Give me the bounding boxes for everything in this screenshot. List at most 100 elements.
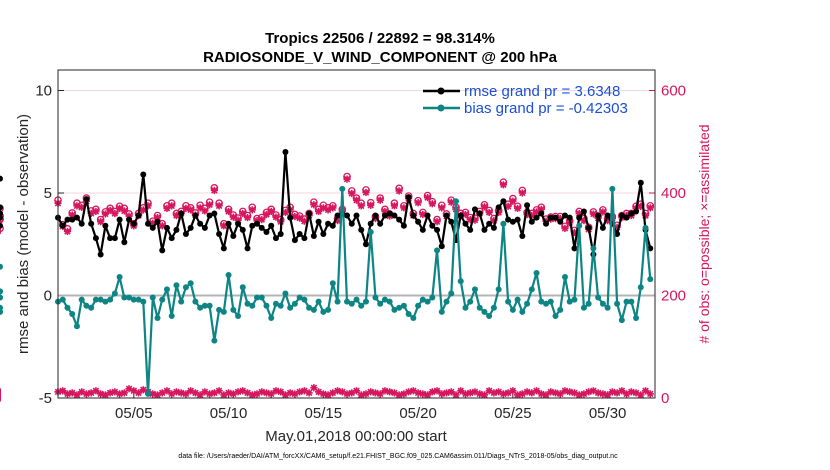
bias-point [415,302,422,309]
rmse-point [244,245,251,252]
rmse-point [88,220,95,227]
rmse-point [268,222,275,229]
bias-point [220,308,227,315]
rmse-point [391,212,398,219]
rmse-point [344,212,351,219]
rmse-point [277,231,284,237]
rmse-point [258,224,265,231]
tick-label-x: 05/10 [210,405,248,422]
bias-point [154,315,161,322]
rmse-point [64,216,71,223]
rmse-point [116,216,123,223]
bias-point [329,280,336,287]
rmse-point [519,233,526,240]
bias-point [258,294,265,301]
obs-assimilated-point [101,210,109,218]
bias-point [410,315,417,322]
rmse-point [211,210,218,217]
bias-point [590,245,597,252]
bias-point [135,296,142,303]
bias-point [268,315,275,322]
obs-bottom-point [575,391,583,399]
rmse-point [471,206,478,213]
legend-bias-label: bias grand pr = -0.42303 [464,100,628,117]
bias-point [201,302,208,309]
rmse-point [618,212,625,219]
rmse-point [287,214,294,221]
bias-point [362,298,369,305]
rmse-point [329,222,336,229]
rmse-point [291,237,298,244]
obs-assimilated-point [414,199,422,207]
bias-point [83,302,90,309]
obs-bottom-point [632,389,640,397]
bias-point [358,302,365,309]
rmse-point [235,220,242,227]
obs-possible-point [0,215,4,224]
obs-assimilated-point [310,201,318,209]
bias-point [528,286,535,293]
obs-assimilated-point [258,216,266,224]
bias-point [315,298,322,305]
rmse-point [92,235,99,242]
bias-point [149,294,156,301]
obs-bottom-point [59,387,67,395]
rmse-point [362,241,369,248]
bias-point [486,313,493,319]
bias-point [282,290,289,297]
bias-point [377,300,384,307]
rmse-point [400,222,407,229]
bias-point [505,298,512,305]
obs-assimilated-point [224,207,233,216]
bias-point [448,290,455,297]
bias-point [0,263,3,270]
obs-bottom-point [277,388,285,396]
obs-assimilated-point [329,204,337,212]
bias-point [353,296,360,303]
obs-bottom-point [532,387,541,395]
bias-point [173,282,180,289]
rmse-point [623,214,630,221]
obs-assimilated-point [352,196,361,204]
bias-point [306,304,313,311]
obs-bottom-point [457,387,465,395]
y-axis-label-left: rmse and bias (model - observation) [15,114,32,354]
rmse-point [462,220,469,227]
rmse-point [230,233,237,240]
rmse-point [69,216,76,223]
bias-point [604,304,611,311]
obs-assimilated-point [343,175,351,183]
obs-bottom-point [599,390,607,398]
bias-point [405,310,412,317]
rmse-point [386,210,393,217]
rmse-point [320,231,327,237]
rmse-point [599,224,606,231]
bias-point [471,286,478,293]
rmse-point [514,216,521,223]
obs-assimilated-point [395,187,403,195]
rmse-point [429,222,436,229]
rmse-point [0,204,3,211]
obs-assimilated-point [206,201,214,209]
bias-point [438,308,445,315]
rmse-point [467,226,474,233]
bias-point [467,298,474,305]
tick-label-x: 05/05 [115,405,153,422]
rmse-point [334,212,341,219]
rmse-point [73,214,80,221]
rmse-point [566,214,573,221]
rmse-point [173,226,180,233]
tick-label-y-left: 10 [35,83,52,100]
rmse-point [367,220,374,227]
tick-label-x: 05/25 [494,405,532,422]
bias-point [637,284,644,291]
bias-point [64,304,71,311]
rmse-point [102,222,109,229]
bias-point [386,298,393,305]
obs-assimilated-point [106,206,114,215]
obs-assimilated-point [92,207,100,216]
rmse-point [145,220,152,227]
obs-assimilated-point [357,202,365,210]
rmse-point [97,251,104,258]
bias-point [547,298,554,305]
